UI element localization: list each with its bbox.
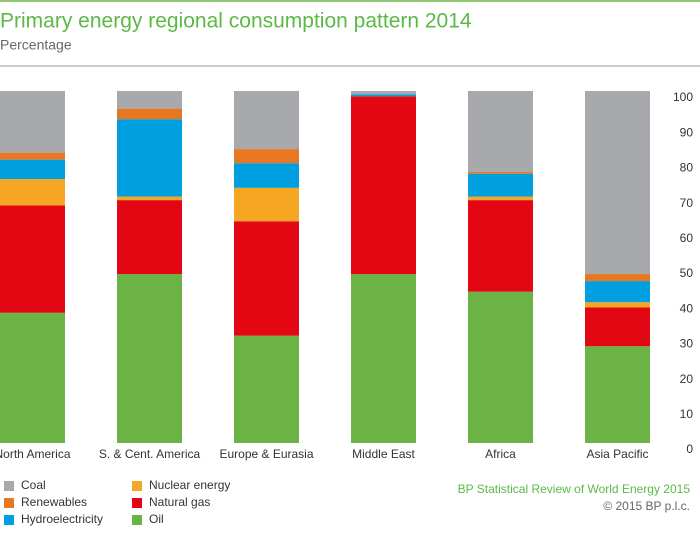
bar-segment <box>585 346 650 443</box>
y-tick-label: 90 <box>680 125 694 139</box>
bar-segment <box>117 196 182 201</box>
y-tick-label: 20 <box>680 372 694 386</box>
legend-label: Hydroelectricity <box>21 512 103 526</box>
legend-label: Renewables <box>21 495 87 509</box>
y-tick-label: 50 <box>680 266 694 280</box>
bar-segment <box>234 187 299 222</box>
y-tick-label: 60 <box>680 231 694 245</box>
bar-segment <box>585 307 650 347</box>
bar-segment <box>117 91 182 109</box>
x-tick-label: North America <box>0 447 71 461</box>
legend-label: Natural gas <box>149 495 210 509</box>
bar-segment <box>585 281 650 303</box>
legend-swatch <box>4 515 14 525</box>
bar-segment <box>585 91 650 275</box>
legend-swatch <box>132 481 142 491</box>
bar-segment <box>0 152 65 160</box>
bar-segment <box>0 91 65 153</box>
legend-label: Nuclear energy <box>149 478 230 492</box>
bar-segment <box>234 335 299 443</box>
bar-segment <box>585 302 650 308</box>
bar-segment <box>234 163 299 188</box>
bar-segment <box>468 171 533 174</box>
legend-swatch <box>132 515 142 525</box>
chart-subtitle: Percentage <box>0 37 72 53</box>
bar-segment <box>351 91 416 95</box>
bar-segment <box>468 291 533 443</box>
bar-segment <box>468 91 533 172</box>
bar-segment <box>117 200 182 275</box>
x-tick-label: Africa <box>485 447 516 461</box>
legend-label: Coal <box>21 478 46 492</box>
y-tick-label: 10 <box>680 407 694 421</box>
bar-segment <box>351 94 416 97</box>
bar-segment <box>0 312 65 443</box>
bar-segment <box>468 200 533 292</box>
y-tick-label: 30 <box>680 337 694 351</box>
bar-segment <box>117 108 182 120</box>
bar-segment <box>351 96 416 275</box>
y-tick-label: 80 <box>680 161 694 175</box>
bar-segment <box>0 205 65 313</box>
x-tick-label: Middle East <box>352 447 415 461</box>
source: BP Statistical Review of World Energy 20… <box>458 482 691 496</box>
x-tick-label: S. & Cent. America <box>99 447 201 461</box>
x-tick-label: Europe & Eurasia <box>219 447 313 461</box>
y-tick-label: 70 <box>680 196 694 210</box>
bar-segment <box>468 173 533 197</box>
copyright: © 2015 BP p.l.c. <box>603 499 690 513</box>
bar-segment <box>0 159 65 179</box>
y-tick-label: 100 <box>673 90 693 104</box>
y-tick-label: 40 <box>680 301 694 315</box>
legend-swatch <box>132 498 142 508</box>
bar-segment <box>351 274 416 443</box>
bar-segment <box>117 274 182 443</box>
bar-segment <box>234 149 299 164</box>
bar-segment <box>117 119 182 197</box>
x-tick-label: Asia Pacific <box>586 447 648 461</box>
legend-swatch <box>4 498 14 508</box>
bar-segment <box>234 221 299 336</box>
y-tick-label: 0 <box>686 442 693 456</box>
bar-segment <box>585 274 650 282</box>
legend-swatch <box>4 481 14 491</box>
bar-segment <box>234 91 299 150</box>
chart-title: Primary energy regional consumption patt… <box>0 10 472 33</box>
bar-segment <box>468 196 533 201</box>
legend-label: Oil <box>149 512 164 526</box>
bar-segment <box>0 179 65 206</box>
